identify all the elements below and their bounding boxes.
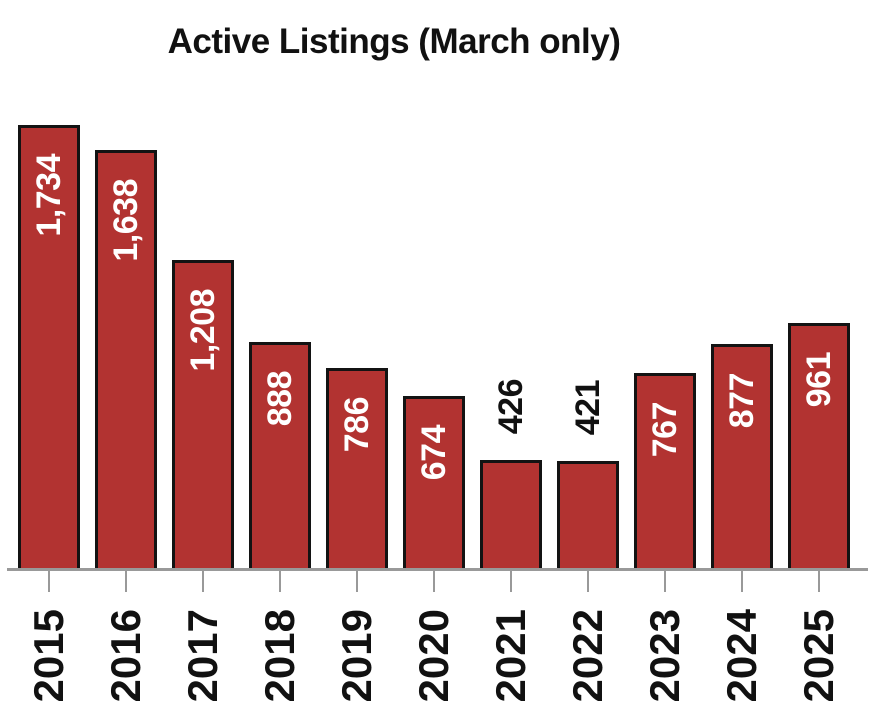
bar-column-2021: 426 <box>480 122 542 569</box>
bar-column-2016: 1,638 <box>95 122 157 569</box>
axis-tick <box>356 571 358 592</box>
axis-tick <box>741 571 743 592</box>
x-axis-labels: 2015 2016 2017 2018 2019 2020 2021 2022 2023 2024… <box>18 609 850 702</box>
x-axis-label-2020: 2020 <box>410 609 457 703</box>
axis-tick <box>202 571 204 592</box>
x-axis-label-2022: 2022 <box>564 609 611 703</box>
bar-2019: 786 <box>326 368 388 569</box>
bar-value-label: 767 <box>646 402 684 458</box>
plot-area: 1,734 1,638 1,208 888 786 674 426 421 767 877 961 … <box>7 122 868 712</box>
bar-value-label: 1,734 <box>30 154 68 237</box>
x-axis-label-2015: 2015 <box>25 609 72 703</box>
bar-2018: 888 <box>249 342 311 569</box>
bar-2025: 961 <box>788 323 850 569</box>
axis-tick <box>433 571 435 592</box>
bar-column-2025: 961 <box>788 122 850 569</box>
bar-value-label: 1,638 <box>107 179 145 262</box>
bar-2017: 1,208 <box>172 260 234 569</box>
x-axis-label-2019: 2019 <box>333 609 380 703</box>
bar-value-label: 1,208 <box>184 289 222 372</box>
bar-column-2018: 888 <box>249 122 311 569</box>
x-axis-label-2025: 2025 <box>795 609 842 703</box>
bar-column-2022: 421 <box>557 122 619 569</box>
x-axis-label-2021: 2021 <box>487 609 534 703</box>
x-axis-line <box>7 568 868 571</box>
bar-column-2020: 674 <box>403 122 465 569</box>
axis-tick <box>48 571 50 592</box>
bar-2016: 1,638 <box>95 150 157 569</box>
axis-tick <box>664 571 666 592</box>
bar-2015: 1,734 <box>18 125 80 569</box>
bar-2022 <box>557 461 619 569</box>
bars-row: 1,734 1,638 1,208 888 786 674 426 421 767 877 961 <box>18 122 850 569</box>
bar-2023: 767 <box>634 373 696 569</box>
bar-column-2017: 1,208 <box>172 122 234 569</box>
x-axis-label-2024: 2024 <box>718 609 765 703</box>
bar-2024: 877 <box>711 344 773 569</box>
bar-2020: 674 <box>403 396 465 569</box>
bar-column-2015: 1,734 <box>18 122 80 569</box>
x-axis-label-2016: 2016 <box>102 609 149 703</box>
x-axis-label-2017: 2017 <box>179 609 226 703</box>
x-axis-ticks <box>18 571 850 592</box>
bar-value-label: 426 <box>492 378 530 434</box>
x-axis-label-2018: 2018 <box>256 609 303 703</box>
axis-tick <box>279 571 281 592</box>
bar-value-label: 786 <box>338 397 376 453</box>
bar-column-2019: 786 <box>326 122 388 569</box>
axis-tick <box>125 571 127 592</box>
axis-tick <box>818 571 820 592</box>
bar-column-2024: 877 <box>711 122 773 569</box>
bar-value-label: 888 <box>261 371 299 427</box>
bar-value-label: 961 <box>800 352 838 408</box>
chart-title: Active Listings (March only) <box>167 22 621 61</box>
bar-2021 <box>480 460 542 569</box>
axis-tick <box>587 571 589 592</box>
bar-value-label: 421 <box>569 379 607 435</box>
bar-value-label: 877 <box>723 373 761 429</box>
bar-value-label: 674 <box>415 425 453 481</box>
axis-tick <box>510 571 512 592</box>
bar-column-2023: 767 <box>634 122 696 569</box>
x-axis-label-2023: 2023 <box>641 609 688 703</box>
